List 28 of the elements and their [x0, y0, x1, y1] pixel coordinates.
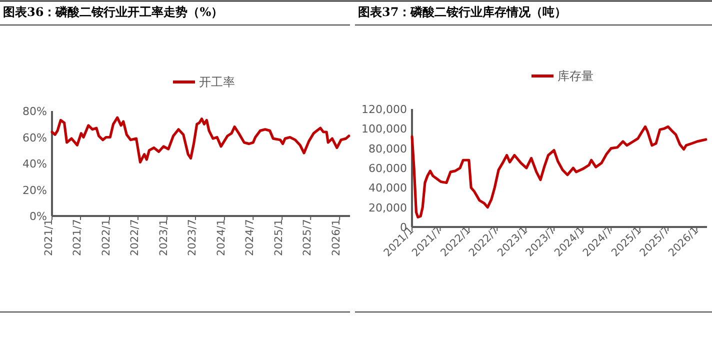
x-tick-label: 2025/7 [302, 219, 314, 256]
chart-title: 图表37：磷酸二铵行业库存情况（吨） [358, 5, 567, 19]
chart-title: 图表36：磷酸二铵行业开工率走势（%） [3, 5, 224, 19]
y-tick-label: 100,000 [362, 122, 407, 136]
x-tick-label: 2025/1 [273, 219, 286, 256]
x-tick-label: 2023/7 [186, 219, 198, 256]
y-tick-label: 20% [22, 184, 47, 197]
x-tick-label: 2023/1 [158, 219, 170, 256]
y-tick-label: 20,000 [368, 201, 407, 214]
legend-label: 开工率 [199, 75, 235, 89]
x-tick-label: 2022/1 [100, 219, 112, 256]
y-tick-label: 40% [22, 158, 47, 170]
x-tick-label: 2024/1 [215, 219, 228, 256]
legend: 开工率 [173, 75, 235, 89]
line-series [50, 116, 350, 164]
x-tick-label: 2026/1 [330, 219, 343, 256]
y-tick-label: 60,000 [368, 162, 407, 175]
y-tick-label: 120,000 [362, 103, 407, 116]
y-tick-label: 80% [22, 105, 47, 118]
legend-label: 库存量 [558, 69, 594, 83]
y-tick-label: 60% [22, 131, 47, 144]
x-tick-label: 2024/7 [244, 219, 256, 256]
legend: 库存量 [532, 69, 594, 83]
x-tick-label: 2022/7 [129, 219, 141, 256]
y-tick-label: 80,000 [368, 142, 407, 156]
line-series [410, 125, 708, 218]
y-tick-label: 40,000 [368, 182, 407, 195]
x-tick-label: 2021/7 [72, 219, 84, 256]
